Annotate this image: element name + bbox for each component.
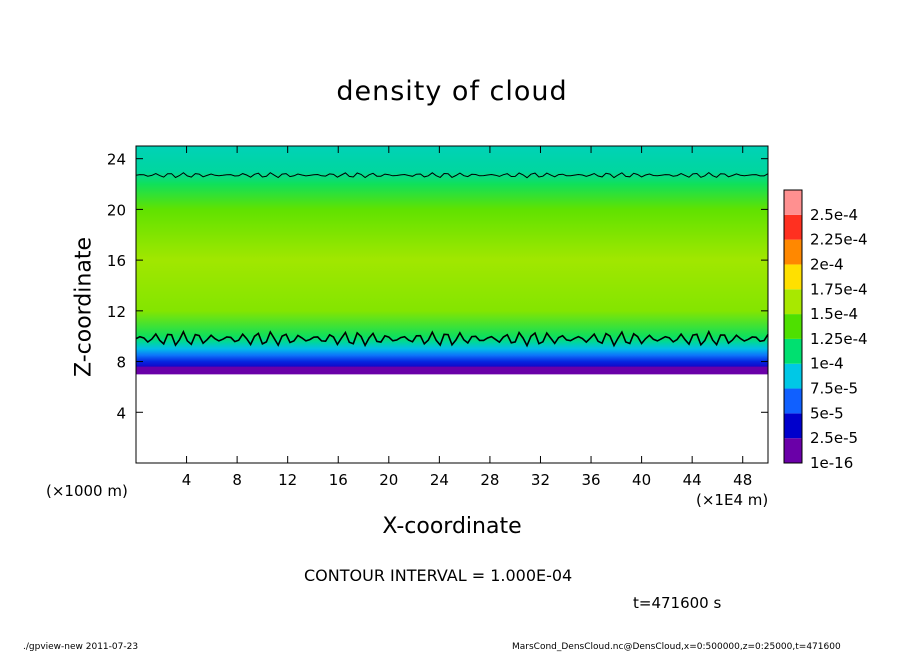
plot-frame: [135, 145, 769, 464]
colorbar-swatch: [784, 363, 802, 389]
y-axis-label: Z-coordinate: [71, 237, 97, 377]
y-axis-unit: (×1000 m): [46, 482, 128, 500]
x-tick-label: 36: [581, 471, 600, 489]
time-note: t=471600 s: [633, 594, 722, 612]
colorbar-swatch: [784, 438, 802, 463]
y-tick-label: 20: [107, 201, 126, 219]
colorbar-label: 1e-4: [810, 355, 844, 373]
colorbar-label: 2e-4: [810, 255, 844, 273]
colorbar-swatch: [784, 264, 802, 290]
contour-interval-note: CONTOUR INTERVAL = 1.000E-04: [304, 566, 573, 585]
x-tick-label: 24: [430, 471, 449, 489]
x-tick-label: 20: [379, 471, 398, 489]
y-tick-label: 8: [116, 354, 126, 372]
colorbar-label: 1.5e-4: [810, 305, 858, 323]
cloud-base-band: [136, 366, 768, 375]
colorbar-label: 2.5e-5: [810, 429, 858, 447]
colorbar-label: 7.5e-5: [810, 380, 858, 398]
x-tick-label: 16: [329, 471, 348, 489]
footer-right: MarsCond_DensCloud.nc@DensCloud,x=0:5000…: [512, 642, 841, 652]
colorbar-swatch: [784, 338, 802, 364]
colorbar-swatch: [784, 239, 802, 265]
colorbar-label: 1e-16: [810, 454, 853, 472]
colorbar-label: 1.25e-4: [810, 330, 868, 348]
y-ticks: 4 8 12 16 20 24: [107, 151, 768, 422]
x-tick-label: 12: [278, 471, 297, 489]
colorbar-swatch: [784, 289, 802, 315]
colorbar-swatch: [784, 314, 802, 339]
colorbar-swatch: [784, 413, 802, 439]
colorbar-swatch: [784, 214, 802, 240]
density-field: [136, 146, 768, 375]
colorbar-label: 5e-5: [810, 404, 844, 422]
contour-line: [135, 329, 769, 348]
x-tick-label: 40: [632, 471, 651, 489]
x-tick-label: 28: [480, 471, 499, 489]
colorbar-label: 2.25e-4: [810, 231, 868, 249]
colorbar-label: 1.75e-4: [810, 280, 868, 298]
axes: [135, 145, 769, 464]
y-tick-label: 16: [107, 252, 126, 270]
x-axis-unit: (×1E4 m): [696, 491, 769, 509]
contour-line: [135, 171, 769, 179]
colorbar-label: 2.5e-4: [810, 206, 858, 224]
x-tick-label: 48: [733, 471, 752, 489]
colorbar: 1e-16 2.5e-5 5e-5 7.5e-5 1e-4 1.25e-4 1.5e-4 1.…: [783, 189, 868, 472]
y-tick-label: 12: [107, 303, 126, 321]
y-tick-label: 4: [116, 404, 126, 422]
plot-area: [136, 146, 768, 463]
colorbar-swatch: [784, 190, 802, 215]
x-tick-label: 8: [232, 471, 242, 489]
footer-left: ./gpview-new 2011-07-23: [23, 642, 139, 652]
chart-title: density of cloud: [336, 76, 568, 107]
x-ticks: 4 8 12 16 20 24 28 32 36 40 44 48: [182, 146, 752, 489]
x-tick-label: 32: [531, 471, 550, 489]
x-axis-label: X-coordinate: [382, 514, 522, 539]
x-tick-label: 44: [683, 471, 702, 489]
contour-lines: [135, 171, 769, 348]
x-tick-label: 4: [182, 471, 192, 489]
colorbar-swatch: [784, 388, 802, 414]
y-tick-label: 24: [107, 151, 126, 169]
colorbar-frame: [783, 189, 803, 464]
